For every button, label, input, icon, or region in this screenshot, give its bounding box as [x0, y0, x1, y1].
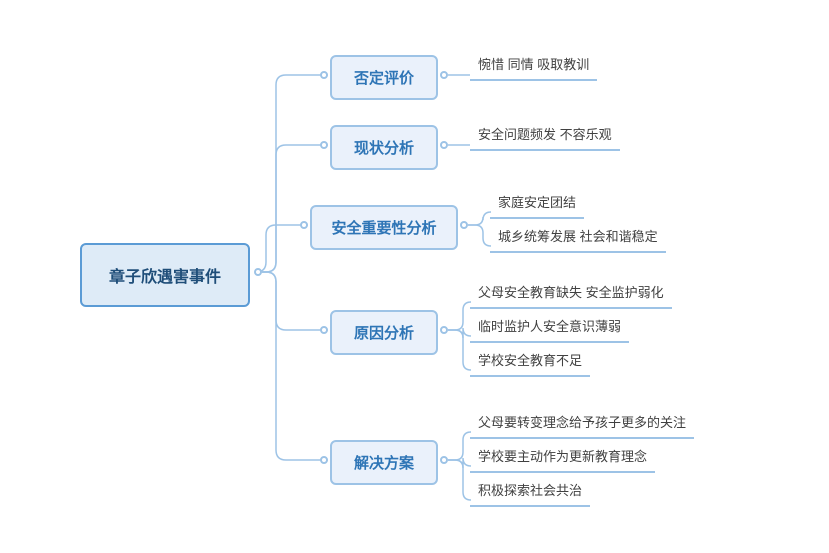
branch-label: 解决方案: [354, 455, 414, 472]
leaf-label: 安全问题频发 不容乐观: [478, 127, 612, 142]
branch-label: 安全重要性分析: [331, 220, 436, 237]
leaf-label: 父母要转变理念给予孩子更多的关注: [478, 415, 686, 430]
connector-dot: [440, 71, 448, 79]
connector-dot: [320, 71, 328, 79]
connector-dot: [320, 326, 328, 334]
branch-node-b5: 解决方案: [330, 440, 438, 485]
connector-dot: [254, 268, 262, 276]
leaf-node: 学校要主动作为更新教育理念: [470, 442, 655, 473]
branch-label: 现状分析: [354, 140, 414, 157]
leaf-label: 临时监护人安全意识薄弱: [478, 319, 621, 334]
connector-dot: [300, 221, 308, 229]
connector-dot: [440, 141, 448, 149]
branch-node-b3: 安全重要性分析: [310, 205, 458, 250]
leaf-node: 积极探索社会共治: [470, 476, 590, 507]
leaf-node: 临时监护人安全意识薄弱: [470, 312, 629, 343]
connector-dot: [320, 456, 328, 464]
leaf-label: 城乡统筹发展 社会和谐稳定: [498, 229, 658, 244]
leaf-label: 家庭安定团结: [498, 195, 576, 210]
leaf-label: 积极探索社会共治: [478, 483, 582, 498]
branch-label: 否定评价: [354, 70, 414, 87]
branch-label: 原因分析: [354, 325, 414, 342]
leaf-label: 惋惜 同情 吸取教训: [478, 57, 589, 72]
branch-node-b4: 原因分析: [330, 310, 438, 355]
leaf-node: 父母安全教育缺失 安全监护弱化: [470, 278, 672, 309]
leaf-label: 学校要主动作为更新教育理念: [478, 449, 647, 464]
leaf-node: 城乡统筹发展 社会和谐稳定: [490, 222, 666, 253]
leaf-label: 学校安全教育不足: [478, 353, 582, 368]
branch-node-b1: 否定评价: [330, 55, 438, 100]
connector-dot: [460, 221, 468, 229]
root-node: 章子欣遇害事件: [80, 243, 250, 307]
branch-node-b2: 现状分析: [330, 125, 438, 170]
root-label: 章子欣遇害事件: [109, 269, 221, 286]
leaf-node: 惋惜 同情 吸取教训: [470, 50, 597, 81]
leaf-label: 父母安全教育缺失 安全监护弱化: [478, 285, 664, 300]
connector-dot: [440, 326, 448, 334]
leaf-node: 学校安全教育不足: [470, 346, 590, 377]
leaf-node: 父母要转变理念给予孩子更多的关注: [470, 408, 694, 439]
connector-dot: [440, 456, 448, 464]
leaf-node: 安全问题频发 不容乐观: [470, 120, 620, 151]
leaf-node: 家庭安定团结: [490, 188, 584, 219]
connector-dot: [320, 141, 328, 149]
